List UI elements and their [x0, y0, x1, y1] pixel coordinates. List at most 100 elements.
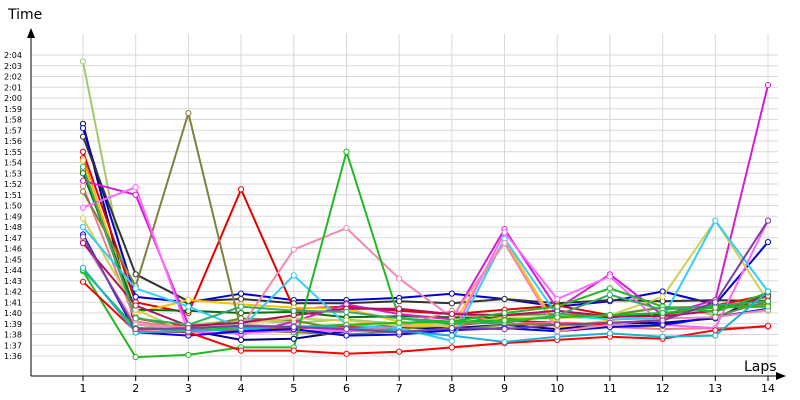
data-point [554, 321, 561, 328]
data-point [79, 58, 87, 65]
data-point [132, 315, 139, 322]
data-point [659, 309, 666, 317]
data-point [554, 328, 561, 335]
y-tick-label: 1:36 [4, 352, 22, 361]
y-tick-label: 1:48 [4, 223, 22, 232]
data-point [606, 285, 614, 292]
x-tick-label: 3 [185, 382, 192, 395]
data-point [764, 82, 772, 89]
data-point [764, 288, 772, 295]
data-point [237, 336, 245, 343]
data-point [290, 246, 297, 253]
data-point [185, 109, 192, 117]
y-tick-label: 1:57 [4, 126, 22, 135]
data-point [712, 314, 719, 321]
data-point [79, 170, 87, 177]
data-point [554, 295, 561, 303]
axes [27, 28, 786, 380]
data-point [501, 229, 508, 236]
data-point [185, 297, 192, 304]
series-line-4 [82, 136, 769, 305]
x-tick-label: 4 [238, 382, 245, 395]
y-tick-label: 1:43 [4, 277, 22, 286]
data-point [501, 338, 508, 346]
data-point [290, 347, 297, 354]
data-point [237, 295, 245, 303]
data-point [343, 326, 350, 333]
data-point [448, 310, 455, 318]
data-point [659, 293, 666, 300]
data-point [79, 157, 87, 164]
data-point [185, 351, 192, 359]
series-line-21 [82, 281, 769, 355]
x-axis-arrow [776, 372, 786, 380]
data-point [290, 323, 297, 331]
series-line-3 [82, 127, 769, 308]
data-point [712, 299, 719, 306]
data-point [132, 285, 139, 292]
data-point [343, 332, 350, 339]
data-point [79, 177, 87, 184]
data-point [132, 353, 139, 361]
data-point [448, 324, 455, 332]
x-tick-label: 2 [132, 382, 139, 395]
data-point [554, 333, 561, 340]
data-point [712, 332, 719, 339]
data-point [79, 240, 87, 247]
y-tick-label: 1:58 [4, 116, 22, 125]
y-tick-label: 2:00 [4, 94, 22, 103]
x-tick-label: 5 [290, 382, 297, 395]
series-line-20 [82, 166, 769, 326]
data-point [237, 186, 245, 193]
data-point [764, 303, 772, 310]
y-tick-label: 1:53 [4, 169, 22, 178]
series-line-24 [82, 220, 769, 334]
y-tick-label: 1:52 [4, 180, 22, 189]
series-line-18 [82, 242, 769, 327]
data-point [132, 326, 139, 333]
y-tick-label: 1:59 [4, 105, 22, 114]
x-tick-label: 6 [343, 382, 350, 395]
data-point [501, 317, 508, 324]
data-point [764, 217, 772, 224]
data-point [79, 125, 87, 132]
data-point [132, 293, 139, 300]
y-tick-label: 1:47 [4, 234, 22, 243]
x-axis-title: Laps [744, 359, 777, 375]
data-point [659, 317, 666, 324]
data-point [712, 217, 719, 224]
data-point [396, 348, 403, 355]
data-point [185, 324, 192, 332]
data-point [237, 303, 245, 310]
data-point [448, 332, 455, 339]
data-point [448, 318, 455, 325]
x-tick-label: 12 [656, 382, 670, 395]
data-point [79, 215, 87, 222]
data-point [606, 312, 614, 319]
y-tick-label: 1:45 [4, 255, 22, 264]
data-point [448, 290, 455, 297]
y-tick-label: 2:03 [4, 62, 22, 71]
y-tick-label: 1:51 [4, 191, 22, 200]
x-tick-label: 13 [708, 382, 722, 395]
data-point [185, 303, 192, 310]
y-tick-label: 1:42 [4, 288, 22, 297]
y-tick-label: 1:54 [4, 159, 22, 168]
data-point [132, 271, 139, 278]
x-tick-label: 14 [761, 382, 775, 395]
x-tick-label: 1 [80, 382, 87, 395]
y-tick-label: 1:37 [4, 341, 22, 350]
series-lines [79, 58, 772, 361]
data-point [79, 204, 87, 211]
x-tick-label: 9 [501, 382, 508, 395]
data-point [554, 314, 561, 321]
data-point [237, 322, 245, 329]
data-point [79, 163, 87, 170]
data-point [237, 347, 245, 354]
data-point [501, 326, 508, 333]
data-point [606, 297, 614, 304]
data-point [79, 148, 87, 155]
y-tick-label: 1:40 [4, 309, 22, 318]
data-point [79, 183, 87, 190]
